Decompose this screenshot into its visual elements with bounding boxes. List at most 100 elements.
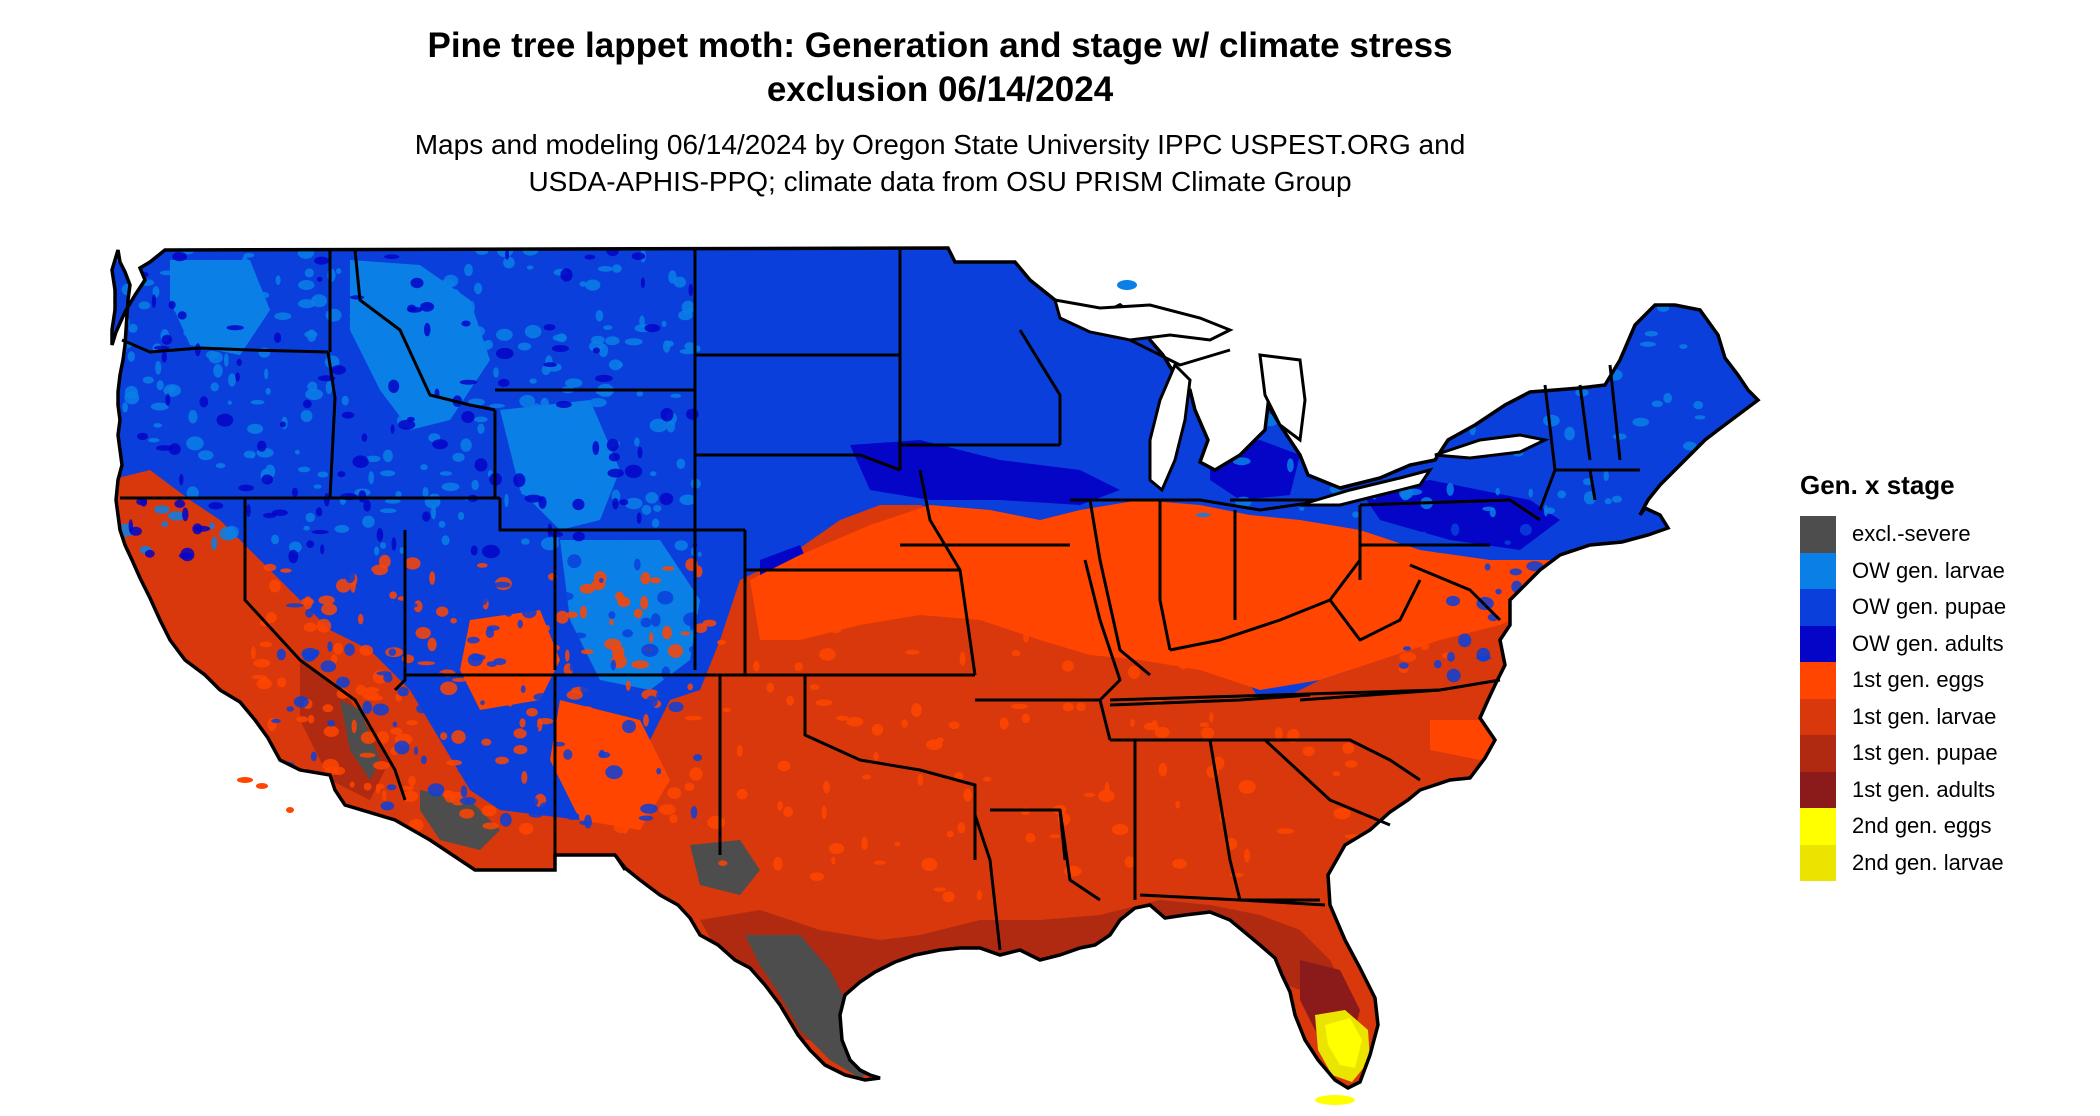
lake-huron <box>1258 353 1307 443</box>
terrain-patch <box>1201 727 1215 739</box>
terrain-patch <box>503 256 515 269</box>
terrain-patch <box>320 660 337 673</box>
terrain-patch <box>483 339 494 350</box>
terrain-patch <box>1064 865 1082 877</box>
terrain-patch <box>569 662 576 672</box>
terrain-patch <box>155 361 162 375</box>
terrain-patch <box>408 775 416 787</box>
terrain-patch <box>389 591 397 599</box>
terrain-patch <box>1489 507 1496 518</box>
terrain-patch <box>1302 746 1315 757</box>
terrain-patch <box>177 311 187 320</box>
terrain-patch <box>640 617 652 628</box>
legend-swatch <box>1800 662 1836 699</box>
terrain-patch <box>1538 667 1555 679</box>
terrain-patch <box>612 264 622 273</box>
terrain-patch <box>948 721 960 730</box>
terrain-patch <box>464 263 473 277</box>
terrain-patch <box>474 282 483 295</box>
terrain-patch <box>999 717 1009 730</box>
terrain-patch <box>439 471 453 476</box>
terrain-patch <box>1478 312 1492 325</box>
terrain-patch <box>420 755 427 765</box>
terrain-patch <box>1382 315 1387 321</box>
terrain-patch <box>333 642 344 655</box>
terrain-patch <box>585 279 601 291</box>
terrain-patch <box>638 815 654 821</box>
terrain-patch <box>399 371 412 383</box>
terrain-patch <box>161 334 173 345</box>
terrain-patch <box>625 680 631 691</box>
terrain-patch <box>609 618 614 626</box>
terrain-patch <box>503 603 514 617</box>
terrain-patch <box>122 402 128 413</box>
terrain-patch <box>1651 400 1664 408</box>
terrain-patch <box>1083 792 1096 798</box>
terrain-patch <box>540 397 549 410</box>
terrain-patch <box>296 716 309 723</box>
terrain-patch <box>1228 351 1238 359</box>
zone-ow-larvae-washington <box>170 260 270 355</box>
terrain-patch <box>305 388 323 401</box>
terrain-patch <box>1544 507 1555 514</box>
terrain-patch <box>1641 614 1648 626</box>
terrain-patch <box>717 639 726 646</box>
terrain-patch <box>786 695 794 706</box>
terrain-patch <box>1131 624 1145 634</box>
terrain-patch <box>579 583 595 594</box>
terrain-patch <box>467 636 480 644</box>
terrain-patch <box>541 365 551 376</box>
terrain-patch <box>386 367 403 374</box>
terrain-patch <box>809 872 825 881</box>
terrain-patch <box>983 776 992 782</box>
terrain-patch <box>702 619 717 627</box>
terrain-patch <box>1447 427 1455 432</box>
terrain-patch <box>829 843 845 855</box>
terrain-patch <box>1564 426 1575 441</box>
terrain-patch <box>684 782 695 792</box>
channel-island <box>256 783 268 789</box>
terrain-patch <box>1236 367 1252 372</box>
terrain-patch <box>151 294 157 308</box>
terrain-patch <box>269 579 281 593</box>
terrain-patch <box>1011 703 1028 710</box>
border-sd-ne <box>695 453 901 472</box>
terrain-patch <box>1207 408 1216 413</box>
terrain-patch <box>1533 306 1542 311</box>
terrain-patch <box>441 482 460 492</box>
terrain-patch <box>1244 848 1250 863</box>
terrain-patch <box>1544 675 1559 686</box>
terrain-patch <box>368 471 375 485</box>
zone-excl-severe-ca <box>340 700 380 780</box>
terrain-patch <box>649 418 668 433</box>
terrain-patch <box>198 450 214 461</box>
terrain-patch <box>517 619 523 629</box>
border-nv-az-ut <box>393 530 407 692</box>
terrain-patch <box>527 643 545 658</box>
terrain-patch <box>451 730 466 744</box>
terrain-patch <box>1492 327 1509 334</box>
terrain-patch <box>452 452 465 462</box>
terrain-patch <box>658 804 676 815</box>
terrain-patch <box>1076 702 1086 712</box>
offshore-islands <box>237 280 1355 1105</box>
terrain-patch <box>539 802 552 813</box>
terrain-patch <box>336 268 342 275</box>
terrain-patch <box>566 812 580 820</box>
terrain-patch <box>127 351 135 362</box>
terrain-patch <box>1049 834 1061 839</box>
terrain-patch <box>821 805 827 820</box>
terrain-patch <box>736 744 743 757</box>
terrain-patch <box>581 649 594 655</box>
terrain-patch <box>665 340 674 347</box>
terrain-patch <box>686 408 699 420</box>
terrain-patch <box>350 580 356 593</box>
terrain-patch <box>1382 451 1397 456</box>
terrain-patch <box>188 410 198 424</box>
terrain-patch <box>495 773 500 785</box>
legend-swatch <box>1800 844 1836 881</box>
terrain-patch <box>523 676 539 681</box>
terrain-patch <box>1061 660 1074 672</box>
legend-title: Gen. x stage <box>1800 470 1955 500</box>
terrain-patch <box>460 785 468 798</box>
